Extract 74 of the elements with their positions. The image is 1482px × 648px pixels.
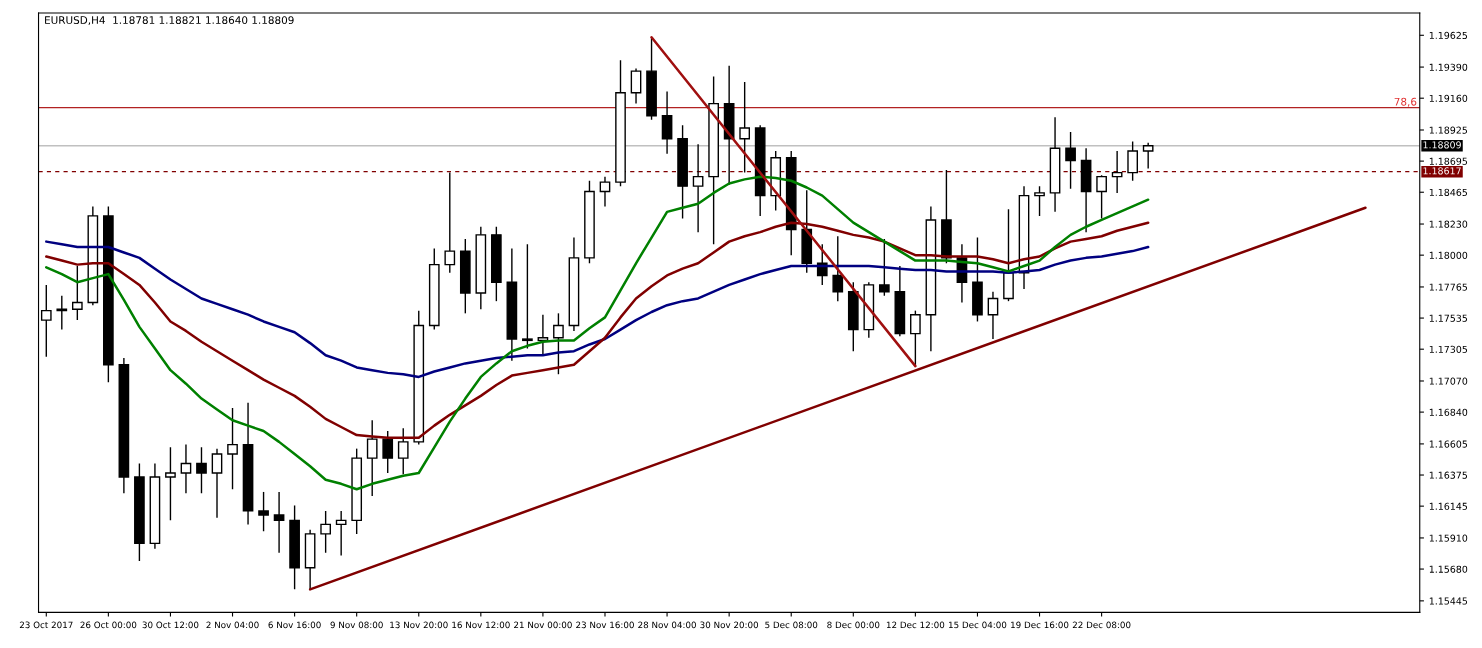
candlestick xyxy=(878,238,890,297)
y-tick-label: 1.18695 xyxy=(1429,157,1468,165)
candlestick xyxy=(196,446,207,494)
y-tick-label: 1.16145 xyxy=(1429,502,1468,510)
y-tick-label: 1.18925 xyxy=(1429,126,1468,134)
y-tick-label: 1.18000 xyxy=(1429,251,1468,259)
y-tick-label: 1.18230 xyxy=(1429,220,1468,228)
ref-line-label: 1.18617 xyxy=(1423,167,1461,175)
y-tick-label: 1.19390 xyxy=(1429,63,1468,71)
chart-title: EURUSD,H4 1.18781 1.18821 1.18640 1.18809 xyxy=(45,16,294,26)
candlestick xyxy=(692,143,704,233)
y-tick-label: 1.15680 xyxy=(1429,565,1468,573)
candlestick xyxy=(211,447,223,519)
candlestick xyxy=(397,427,409,476)
candlestick xyxy=(227,407,238,490)
x-tick-label: 28 Nov 04:00 xyxy=(638,621,696,629)
y-tick-label: 1.15445 xyxy=(1429,597,1468,605)
candlestick xyxy=(832,235,844,302)
candlestick xyxy=(366,419,378,497)
y-tick-label: 1.19160 xyxy=(1429,94,1468,102)
candlestick xyxy=(71,265,83,321)
y-tick-label: 1.17305 xyxy=(1429,345,1468,353)
x-tick-label: 23 Oct 2017 xyxy=(19,621,73,629)
x-tick-label: 30 Nov 20:00 xyxy=(700,621,759,629)
x-tick-label: 2 Nov 04:00 xyxy=(206,621,259,629)
y-tick-label: 1.17070 xyxy=(1429,377,1468,385)
candlestick xyxy=(320,510,331,554)
candlestick xyxy=(382,430,394,474)
x-tick-label: 26 Oct 00:00 xyxy=(80,621,137,629)
candlestick xyxy=(258,491,269,532)
candlestick xyxy=(1096,174,1107,220)
candlestick xyxy=(739,81,751,174)
candlestick xyxy=(553,312,564,375)
candlestick xyxy=(630,67,642,105)
y-tick-label: 1.17765 xyxy=(1429,283,1468,291)
y-tick-label: 1.18465 xyxy=(1429,188,1468,196)
candlestick xyxy=(661,90,673,155)
x-tick-label: 13 Nov 20:00 xyxy=(390,621,448,629)
candlestick xyxy=(273,491,285,554)
candlestick xyxy=(335,510,347,557)
y-tick-label: 1.19625 xyxy=(1429,31,1468,40)
candlestick xyxy=(987,290,999,340)
candlestick xyxy=(180,443,192,494)
x-tick-label: 9 Nov 08:00 xyxy=(330,621,383,629)
x-tick-label: 19 Dec 16:00 xyxy=(1011,621,1069,629)
x-tick-label: 8 Dec 00:00 xyxy=(827,621,880,629)
x-tick-label: 5 Dec 08:00 xyxy=(765,621,818,629)
line-series xyxy=(45,175,1150,491)
candlestick xyxy=(910,309,921,367)
x-tick-label: 6 Nov 16:00 xyxy=(268,621,321,629)
candlestick xyxy=(1127,140,1138,182)
x-tick-label: 15 Dec 04:00 xyxy=(948,621,1007,629)
x-tick-label: 22 Dec 08:00 xyxy=(1072,621,1131,629)
y-tick-label: 1.16605 xyxy=(1429,440,1468,448)
y-tick-label: 1.16840 xyxy=(1429,408,1468,416)
candlestick xyxy=(165,446,176,522)
candlestick xyxy=(1065,131,1076,190)
y-tick-label: 1.17535 xyxy=(1429,314,1468,322)
y-tick-label: 1.16375 xyxy=(1429,471,1468,479)
x-tick-label: 30 Oct 12:00 xyxy=(142,621,199,629)
annotation: 78,6 xyxy=(1394,97,1417,107)
x-tick-label: 12 Dec 12:00 xyxy=(886,621,945,629)
x-tick-label: 16 Nov 12:00 xyxy=(452,621,510,629)
candlestick xyxy=(1142,142,1154,170)
x-tick-label: 23 Nov 16:00 xyxy=(576,621,634,629)
x-tick-label: 21 Nov 00:00 xyxy=(514,621,572,629)
candlestick xyxy=(40,284,52,358)
candlestick xyxy=(444,171,456,274)
candlestick xyxy=(1034,185,1045,217)
line-series xyxy=(45,240,1150,379)
ref-line-label: 1.18809 xyxy=(1423,141,1461,149)
candlestick xyxy=(522,243,533,350)
candlestick xyxy=(599,175,611,208)
y-tick-label: 1.15910 xyxy=(1429,534,1468,542)
